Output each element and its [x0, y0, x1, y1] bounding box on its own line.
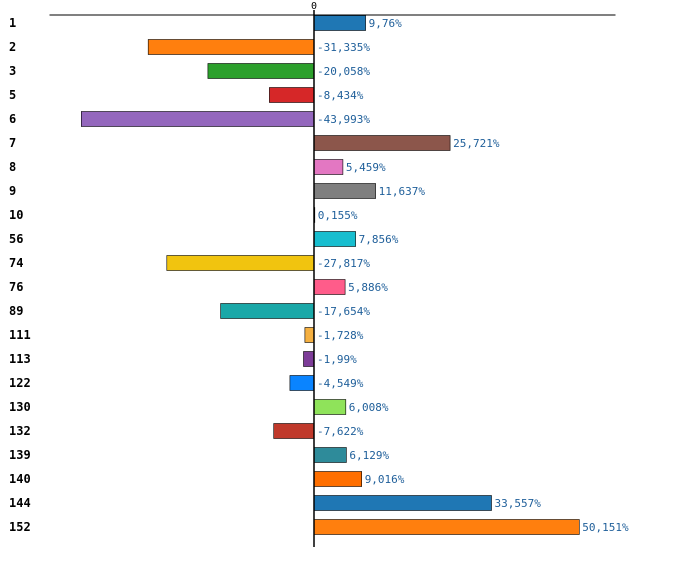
category-label: 6: [9, 112, 16, 126]
bar-1: [313, 15, 366, 31]
value-label: 5,886%: [348, 281, 388, 294]
value-label: 9,016%: [365, 473, 405, 486]
bar-122: [289, 375, 315, 391]
value-label: 11,637%: [379, 185, 426, 198]
category-label: 1: [9, 16, 16, 30]
bar-6: [81, 111, 315, 127]
bar-113: [303, 351, 315, 367]
value-label: -8,434%: [317, 89, 364, 102]
value-label: 6,008%: [349, 401, 389, 414]
value-label: -1,728%: [317, 329, 364, 342]
bar-2: [147, 39, 315, 55]
category-label: 76: [9, 280, 23, 294]
value-label: 7,856%: [359, 233, 399, 246]
category-label: 111: [9, 328, 31, 342]
category-label: 7: [9, 136, 16, 150]
category-label: 144: [9, 496, 31, 510]
bar-7: [313, 135, 451, 151]
value-label: -43,993%: [317, 113, 370, 126]
category-label: 113: [9, 352, 31, 366]
value-label: 0,155%: [318, 209, 358, 222]
value-label: -17,654%: [317, 305, 370, 318]
bar-56: [313, 231, 356, 247]
bar-74: [166, 255, 315, 271]
value-label: -27,817%: [317, 257, 370, 270]
bar-144: [313, 495, 492, 511]
category-label: 9: [9, 184, 16, 198]
category-label: 5: [9, 88, 16, 102]
category-label: 122: [9, 376, 31, 390]
value-label: 33,557%: [495, 497, 542, 510]
bar-130: [313, 399, 347, 415]
zero-tick-label: 0: [311, 1, 317, 12]
category-label: 152: [9, 520, 31, 534]
bar-89: [220, 303, 315, 319]
bar-139: [313, 447, 347, 463]
bar-132: [273, 423, 315, 439]
value-label: 6,129%: [349, 449, 389, 462]
value-label: 5,459%: [346, 161, 386, 174]
value-label: 25,721%: [453, 137, 500, 150]
bar-9: [313, 183, 376, 199]
category-label: 89: [9, 304, 23, 318]
value-labels: 9,76% -31,335% -20,058% -8,434% -43,993% 25,7…: [317, 17, 629, 534]
category-label: 8: [9, 160, 16, 174]
value-label: -4,549%: [317, 377, 364, 390]
value-label: -31,335%: [317, 41, 370, 54]
category-label: 132: [9, 424, 31, 438]
category-label: 139: [9, 448, 31, 462]
category-label: 74: [9, 256, 23, 270]
category-labels: 1235678910567476891111131221301321391401…: [9, 16, 31, 534]
category-label: 56: [9, 232, 23, 246]
value-label: -1,99%: [317, 353, 357, 366]
value-label: -7,622%: [317, 425, 364, 438]
value-label: 50,151%: [582, 521, 629, 534]
bar-3: [207, 63, 315, 79]
bar-152: [313, 519, 580, 535]
bar-140: [313, 471, 363, 487]
bar-5: [269, 87, 315, 103]
bar-111: [304, 327, 315, 343]
value-label: -20,058%: [317, 65, 370, 78]
category-label: 3: [9, 64, 16, 78]
value-label: 9,76%: [369, 17, 402, 30]
bar-8: [313, 159, 344, 175]
bar-76: [313, 279, 346, 295]
category-label: 2: [9, 40, 16, 54]
category-label: 130: [9, 400, 31, 414]
category-label: 140: [9, 472, 31, 486]
category-label: 10: [9, 208, 23, 222]
